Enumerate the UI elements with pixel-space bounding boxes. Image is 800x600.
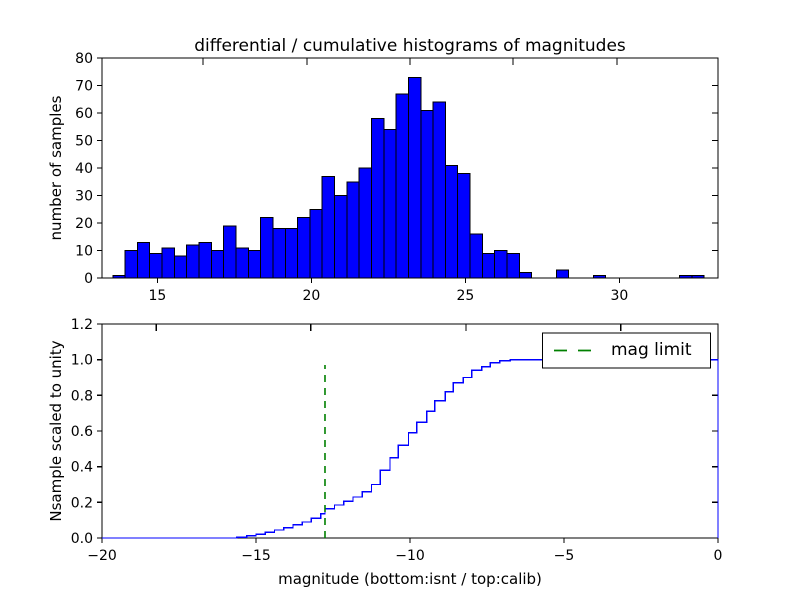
top-histogram-bars bbox=[112, 76, 705, 279]
bottom-x-tick-label: −5 bbox=[554, 548, 575, 564]
top-x-tick-label: 30 bbox=[611, 288, 629, 304]
histogram-bar bbox=[371, 118, 385, 279]
histogram-bar bbox=[161, 247, 175, 279]
top-y-tick-label: 80 bbox=[75, 51, 93, 67]
histogram-bar bbox=[494, 250, 508, 279]
histogram-bar bbox=[173, 255, 188, 279]
histogram-bar bbox=[223, 225, 237, 279]
top-x-tick-label: 15 bbox=[149, 288, 167, 304]
top-y-tick-label: 50 bbox=[75, 134, 93, 150]
bottom-x-tick-label: −15 bbox=[241, 548, 271, 564]
histogram-bar bbox=[358, 167, 372, 279]
top-x-tick-label: 25 bbox=[457, 288, 475, 304]
bottom-x-tick-label: 0 bbox=[714, 548, 723, 564]
top-y-axis-label: number of samples bbox=[47, 95, 65, 241]
histogram-bar bbox=[383, 129, 397, 279]
histogram-bar bbox=[247, 250, 262, 279]
bottom-y-tick-label: 0.2 bbox=[71, 495, 93, 511]
histogram-bar bbox=[309, 208, 323, 279]
top-y-tick-label: 40 bbox=[75, 161, 93, 177]
top-x-tick-label: 20 bbox=[303, 288, 321, 304]
bottom-y-axis-label: Nsample scaled to unity bbox=[47, 340, 65, 522]
histogram-bar bbox=[555, 269, 570, 279]
top-y-tick-label: 10 bbox=[75, 244, 93, 260]
top-y-tick-label: 0 bbox=[84, 271, 93, 287]
histogram-bar bbox=[297, 217, 311, 279]
bottom-x-tick-label: −20 bbox=[87, 548, 117, 564]
bottom-y-tick-label: 1.0 bbox=[71, 353, 93, 369]
histogram-bar bbox=[186, 244, 200, 279]
histogram-bar bbox=[235, 247, 249, 279]
histogram-bar bbox=[346, 181, 360, 279]
histogram-bar bbox=[506, 252, 520, 279]
bottom-x-tick-label: −10 bbox=[395, 548, 425, 564]
top-y-tick-label: 70 bbox=[75, 79, 93, 95]
cumulative-step-curve bbox=[102, 359, 719, 539]
x-axis-label: magnitude (bottom:isnt / top:calib) bbox=[278, 570, 542, 588]
histogram-bar bbox=[444, 164, 459, 279]
histogram-bar bbox=[518, 272, 533, 279]
top-y-tick-label: 60 bbox=[75, 106, 93, 122]
histogram-bar bbox=[260, 217, 274, 279]
histogram-bar bbox=[198, 241, 212, 279]
histogram-bar bbox=[481, 252, 496, 279]
plot-title: differential / cumulative histograms of … bbox=[194, 36, 626, 56]
bottom-y-tick-label: 0.6 bbox=[71, 424, 93, 440]
histogram-bar bbox=[136, 241, 151, 279]
top-y-tick-label: 30 bbox=[75, 189, 93, 205]
histogram-bar bbox=[321, 175, 336, 279]
histogram-bar bbox=[124, 250, 138, 279]
histogram-bar bbox=[334, 195, 348, 279]
top-y-tick-label: 20 bbox=[75, 216, 93, 232]
bottom-y-tick-label: 0.0 bbox=[71, 531, 93, 547]
legend-label: mag limit bbox=[611, 340, 692, 360]
histogram-bar bbox=[457, 173, 471, 279]
histogram-bar bbox=[284, 228, 299, 279]
histogram-bar bbox=[149, 252, 163, 279]
bottom-y-tick-label: 0.8 bbox=[71, 388, 93, 404]
histogram-bar bbox=[469, 233, 483, 279]
histogram-bar bbox=[210, 250, 225, 279]
histogram-bar bbox=[407, 76, 422, 279]
histogram-bar bbox=[432, 101, 446, 279]
histogram-bar bbox=[272, 228, 286, 279]
bottom-y-tick-label: 1.2 bbox=[71, 317, 93, 333]
histogram-bar bbox=[395, 93, 409, 279]
histogram-bar bbox=[420, 109, 434, 279]
bottom-y-tick-label: 0.4 bbox=[71, 460, 93, 476]
legend-box bbox=[541, 332, 712, 369]
